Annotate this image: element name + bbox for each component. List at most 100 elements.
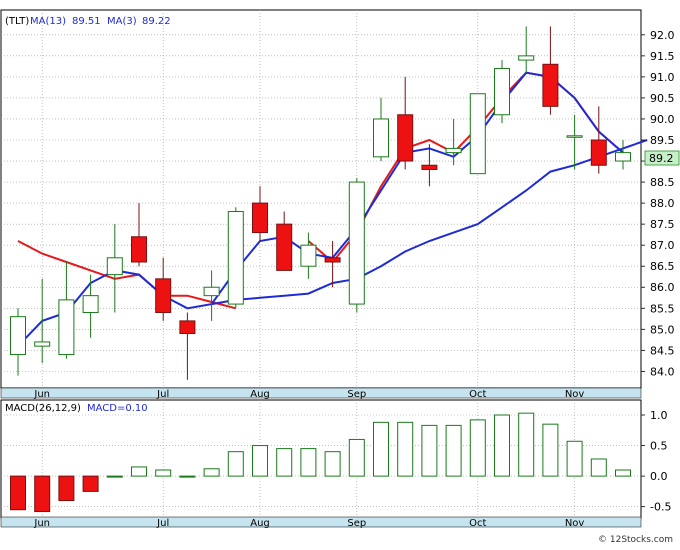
macd-bar-positive <box>615 469 631 477</box>
macd-legend-label: MACD(26,12,9) <box>5 403 81 414</box>
macd-y-tick-label: -0.5 <box>650 501 671 514</box>
candle-body-up <box>445 147 462 154</box>
ma-red-line <box>17 240 237 310</box>
candle <box>518 26 535 73</box>
macd-bar-positive <box>131 466 147 477</box>
price-y-tick-label: 91.0 <box>650 71 675 84</box>
macd-panel-frame <box>0 399 642 519</box>
candle-body-up <box>348 181 365 305</box>
candle-body-down <box>131 236 147 263</box>
price-x-tick-label: Oct <box>469 389 486 400</box>
price-y-tick-label: 84.0 <box>650 365 675 378</box>
legend-ma13-value: 89.51 <box>72 16 101 27</box>
price-panel-frame <box>0 9 642 389</box>
candle <box>203 270 220 321</box>
macd-bar-positive <box>518 412 535 477</box>
macd-bar-positive <box>252 445 268 477</box>
candle-body-up <box>10 316 26 356</box>
candle-body-down <box>179 320 196 335</box>
candle <box>131 203 147 267</box>
candle-body-down <box>155 278 172 313</box>
candle <box>10 308 26 376</box>
macd-bar-positive <box>590 458 607 477</box>
candle <box>82 274 99 338</box>
candle <box>155 257 172 321</box>
candle <box>397 76 414 170</box>
candle-body-up <box>300 244 317 267</box>
price-y-tick-label: 86.0 <box>650 281 675 294</box>
candle-body-up <box>58 299 75 356</box>
macd-bar-positive <box>324 451 341 477</box>
macd-bar-positive <box>300 448 317 477</box>
macd-legend: MACD(26,12,9) MACD=0.10 <box>5 403 148 414</box>
candle-body-up <box>566 135 583 138</box>
price-y-tick-label: 89.5 <box>650 134 675 147</box>
price-x-tick-label: Aug <box>250 389 270 400</box>
candle-body-up <box>469 93 486 175</box>
price-y-tick-label: 92.0 <box>650 29 675 42</box>
price-y-tick-label: 85.5 <box>650 302 675 315</box>
candle <box>590 106 607 174</box>
candle <box>494 60 510 124</box>
macd-bar-positive <box>421 424 438 477</box>
candle-body-down <box>252 202 268 234</box>
legend-ma3-label: MA(3) <box>107 16 137 27</box>
candle <box>445 118 462 166</box>
macd-x-axis: Jun Jul Aug Sep Oct Nov <box>33 518 584 529</box>
candle-body-down <box>590 139 607 166</box>
macd-bar-positive <box>373 421 389 477</box>
macd-bar-positive <box>445 424 462 477</box>
price-y-tick-label: 84.5 <box>650 344 675 357</box>
price-y-tick-label: 88.5 <box>650 176 675 189</box>
macd-bar-positive <box>106 475 123 478</box>
macd-y-axis: 1.0 0.5 0.0 -0.5 <box>641 409 671 514</box>
candle-body-up <box>615 152 631 162</box>
candle <box>252 186 268 241</box>
price-y-tick-label: 90.5 <box>650 92 675 105</box>
candle <box>373 97 389 162</box>
candle <box>469 93 486 175</box>
price-x-tick-label: Nov <box>565 389 585 400</box>
macd-x-tick-label: Aug <box>250 518 270 529</box>
price-candles <box>10 26 631 380</box>
macd-bar-positive <box>397 421 414 477</box>
watermark: © 12Stocks.com <box>598 535 673 545</box>
macd-x-tick-label: Oct <box>469 518 486 529</box>
candle <box>106 224 123 313</box>
candle <box>324 240 341 288</box>
candle-body-up <box>373 118 389 158</box>
candle <box>348 177 365 313</box>
candle-body-up <box>203 286 220 297</box>
price-y-tick-label: 91.5 <box>650 50 675 63</box>
macd-bar-negative <box>34 475 51 513</box>
candle <box>421 144 438 187</box>
price-y-tick-label: 90.0 <box>650 113 675 126</box>
price-y-axis: 92.091.591.090.590.089.589.088.588.087.5… <box>641 29 675 378</box>
candle-body-down <box>397 114 414 162</box>
macd-y-tick-label: 1.0 <box>650 409 668 422</box>
macd-x-tick-label: Jun <box>33 518 50 529</box>
macd-y-tick-label: 0.5 <box>650 440 668 453</box>
candle <box>566 114 583 170</box>
candle-body-down <box>542 63 559 107</box>
candle <box>58 262 75 359</box>
price-x-tick-label: Sep <box>347 389 366 400</box>
price-y-tick-label: 87.0 <box>650 239 675 252</box>
macd-x-tick-label: Nov <box>565 518 585 529</box>
price-x-axis: Jun Jul Aug Sep Oct Nov <box>33 389 584 400</box>
macd-bar-positive <box>469 419 486 477</box>
macd-bar-positive <box>566 440 583 477</box>
candle-body-down <box>276 223 293 271</box>
candle <box>542 26 559 115</box>
candle-body-down <box>421 164 438 170</box>
candle-body-up <box>518 55 535 61</box>
candle-body-up <box>494 67 510 116</box>
macd-bar-positive <box>155 469 172 477</box>
candle-body-down <box>324 257 341 263</box>
last-price-tag: 89.2 <box>644 150 680 166</box>
macd-y-tick-label: 0.0 <box>650 470 668 483</box>
macd-bar-negative <box>10 475 26 511</box>
macd-bar-positive <box>276 448 293 477</box>
